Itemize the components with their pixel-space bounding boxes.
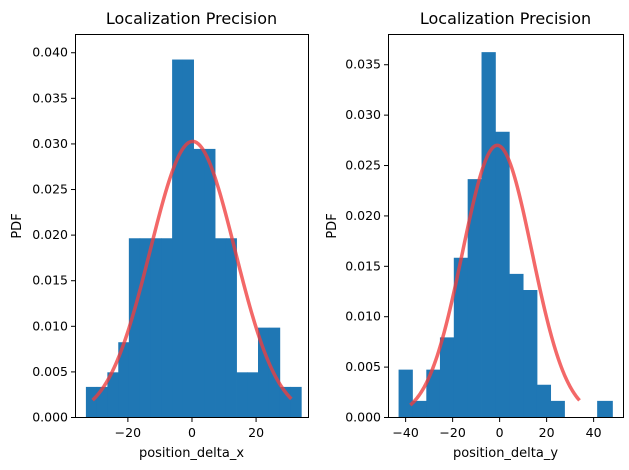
histogram-bar-x-0 [85, 386, 98, 417]
normal-fit-curve-y [409, 143, 581, 407]
y-tick-label: 0.015 [345, 258, 381, 273]
histogram-bar-x-19 [290, 386, 302, 417]
normal-fit-curve-x [91, 139, 293, 402]
x-axis-label-x: position_delta_x [139, 446, 244, 461]
histogram-bar-y-0 [398, 369, 413, 417]
y-axis-label-x: PDF [10, 213, 25, 238]
histogram-bar-x-1 [96, 386, 108, 417]
y-tick-label: 0.020 [32, 227, 68, 242]
histogram-bar-y-11 [550, 400, 565, 417]
y-tick-label: 0.015 [32, 273, 68, 288]
y-axis-ticks-x: 0.000 0.005 0.010 0.015 0.020 0.025 0.030 0.035… [32, 45, 76, 425]
y-tick-label: 0.010 [345, 309, 381, 324]
y-tick-label: 0.000 [32, 410, 68, 425]
histogram-bar-x-10 [193, 148, 205, 417]
histogram-panel-x: Localization Precision −20 0 20 0.000 0.005… [10, 9, 309, 461]
histogram-bar-x-16 [258, 327, 270, 417]
histogram-bar-x-9 [182, 59, 194, 418]
histogram-panel-y: Localization Precision −40 −20 0 20 40 0.000… [325, 9, 624, 461]
histogram-bar-y-5 [467, 179, 482, 417]
histogram-bar-x-18 [279, 386, 291, 417]
y-axis-label-y: PDF [325, 213, 340, 238]
x-tick-label: 0 [496, 425, 504, 440]
y-tick-label: 0.030 [345, 107, 381, 122]
x-tick-label: 20 [248, 425, 264, 440]
histogram-bar-y-7 [495, 131, 510, 417]
y-tick-label: 0.000 [345, 410, 381, 425]
y-axis-ticks-y: 0.000 0.005 0.010 0.015 0.020 0.025 0.030 0.035 [345, 57, 389, 425]
plot-frame-y [388, 34, 624, 418]
y-tick-label: 0.025 [32, 182, 68, 197]
y-tick-label: 0.040 [32, 45, 68, 60]
y-tick-label: 0.005 [32, 364, 68, 379]
histogram-bar-x-5 [139, 238, 152, 417]
histogram-bar-y-1 [412, 400, 427, 417]
histogram-bar-x-4 [128, 238, 141, 417]
y-tick-label: 0.010 [32, 318, 68, 333]
histogram-bar-x-14 [236, 372, 248, 417]
chart-title-x: Localization Precision [106, 9, 277, 28]
x-tick-label: 0 [188, 425, 196, 440]
histogram-bar-x-2 [107, 372, 119, 417]
histogram-bar-x-15 [247, 372, 259, 417]
histogram-bar-y-9 [523, 290, 538, 417]
bars-y [398, 52, 613, 418]
histogram-bar-x-6 [150, 238, 162, 417]
x-tick-label: 40 [586, 425, 602, 440]
histogram-bar-x-12 [215, 238, 227, 417]
y-tick-label: 0.005 [345, 359, 381, 374]
bars-x [85, 59, 302, 418]
histogram-bar-y-8 [509, 273, 524, 417]
histogram-bar-y-3 [439, 337, 455, 417]
x-tick-label: −20 [439, 425, 465, 440]
histogram-bar-x-3 [118, 342, 130, 417]
x-tick-label: −40 [392, 425, 418, 440]
x-tick-label: 20 [539, 425, 555, 440]
chart-title-y: Localization Precision [420, 9, 591, 28]
histogram-bar-y-2 [426, 369, 441, 417]
histogram-bar-y-14 [597, 400, 613, 417]
y-tick-label: 0.025 [345, 158, 381, 173]
x-axis-label-y: position_delta_y [453, 446, 558, 461]
x-axis-ticks-y: −40 −20 0 20 40 [392, 417, 602, 440]
y-tick-label: 0.035 [32, 90, 68, 105]
histogram-bar-y-10 [536, 384, 552, 417]
histogram-bar-y-6 [481, 52, 496, 418]
x-tick-label: −20 [115, 425, 141, 440]
histogram-bar-x-8 [172, 59, 184, 418]
histogram-bar-x-13 [225, 238, 237, 417]
histogram-bar-x-11 [204, 148, 216, 417]
histogram-bar-x-7 [161, 238, 173, 417]
x-axis-ticks-x: −20 0 20 [115, 417, 264, 440]
y-tick-label: 0.035 [345, 57, 381, 72]
y-tick-label: 0.030 [32, 136, 68, 151]
y-tick-label: 0.020 [345, 208, 381, 223]
histogram-bar-y-4 [453, 257, 469, 417]
